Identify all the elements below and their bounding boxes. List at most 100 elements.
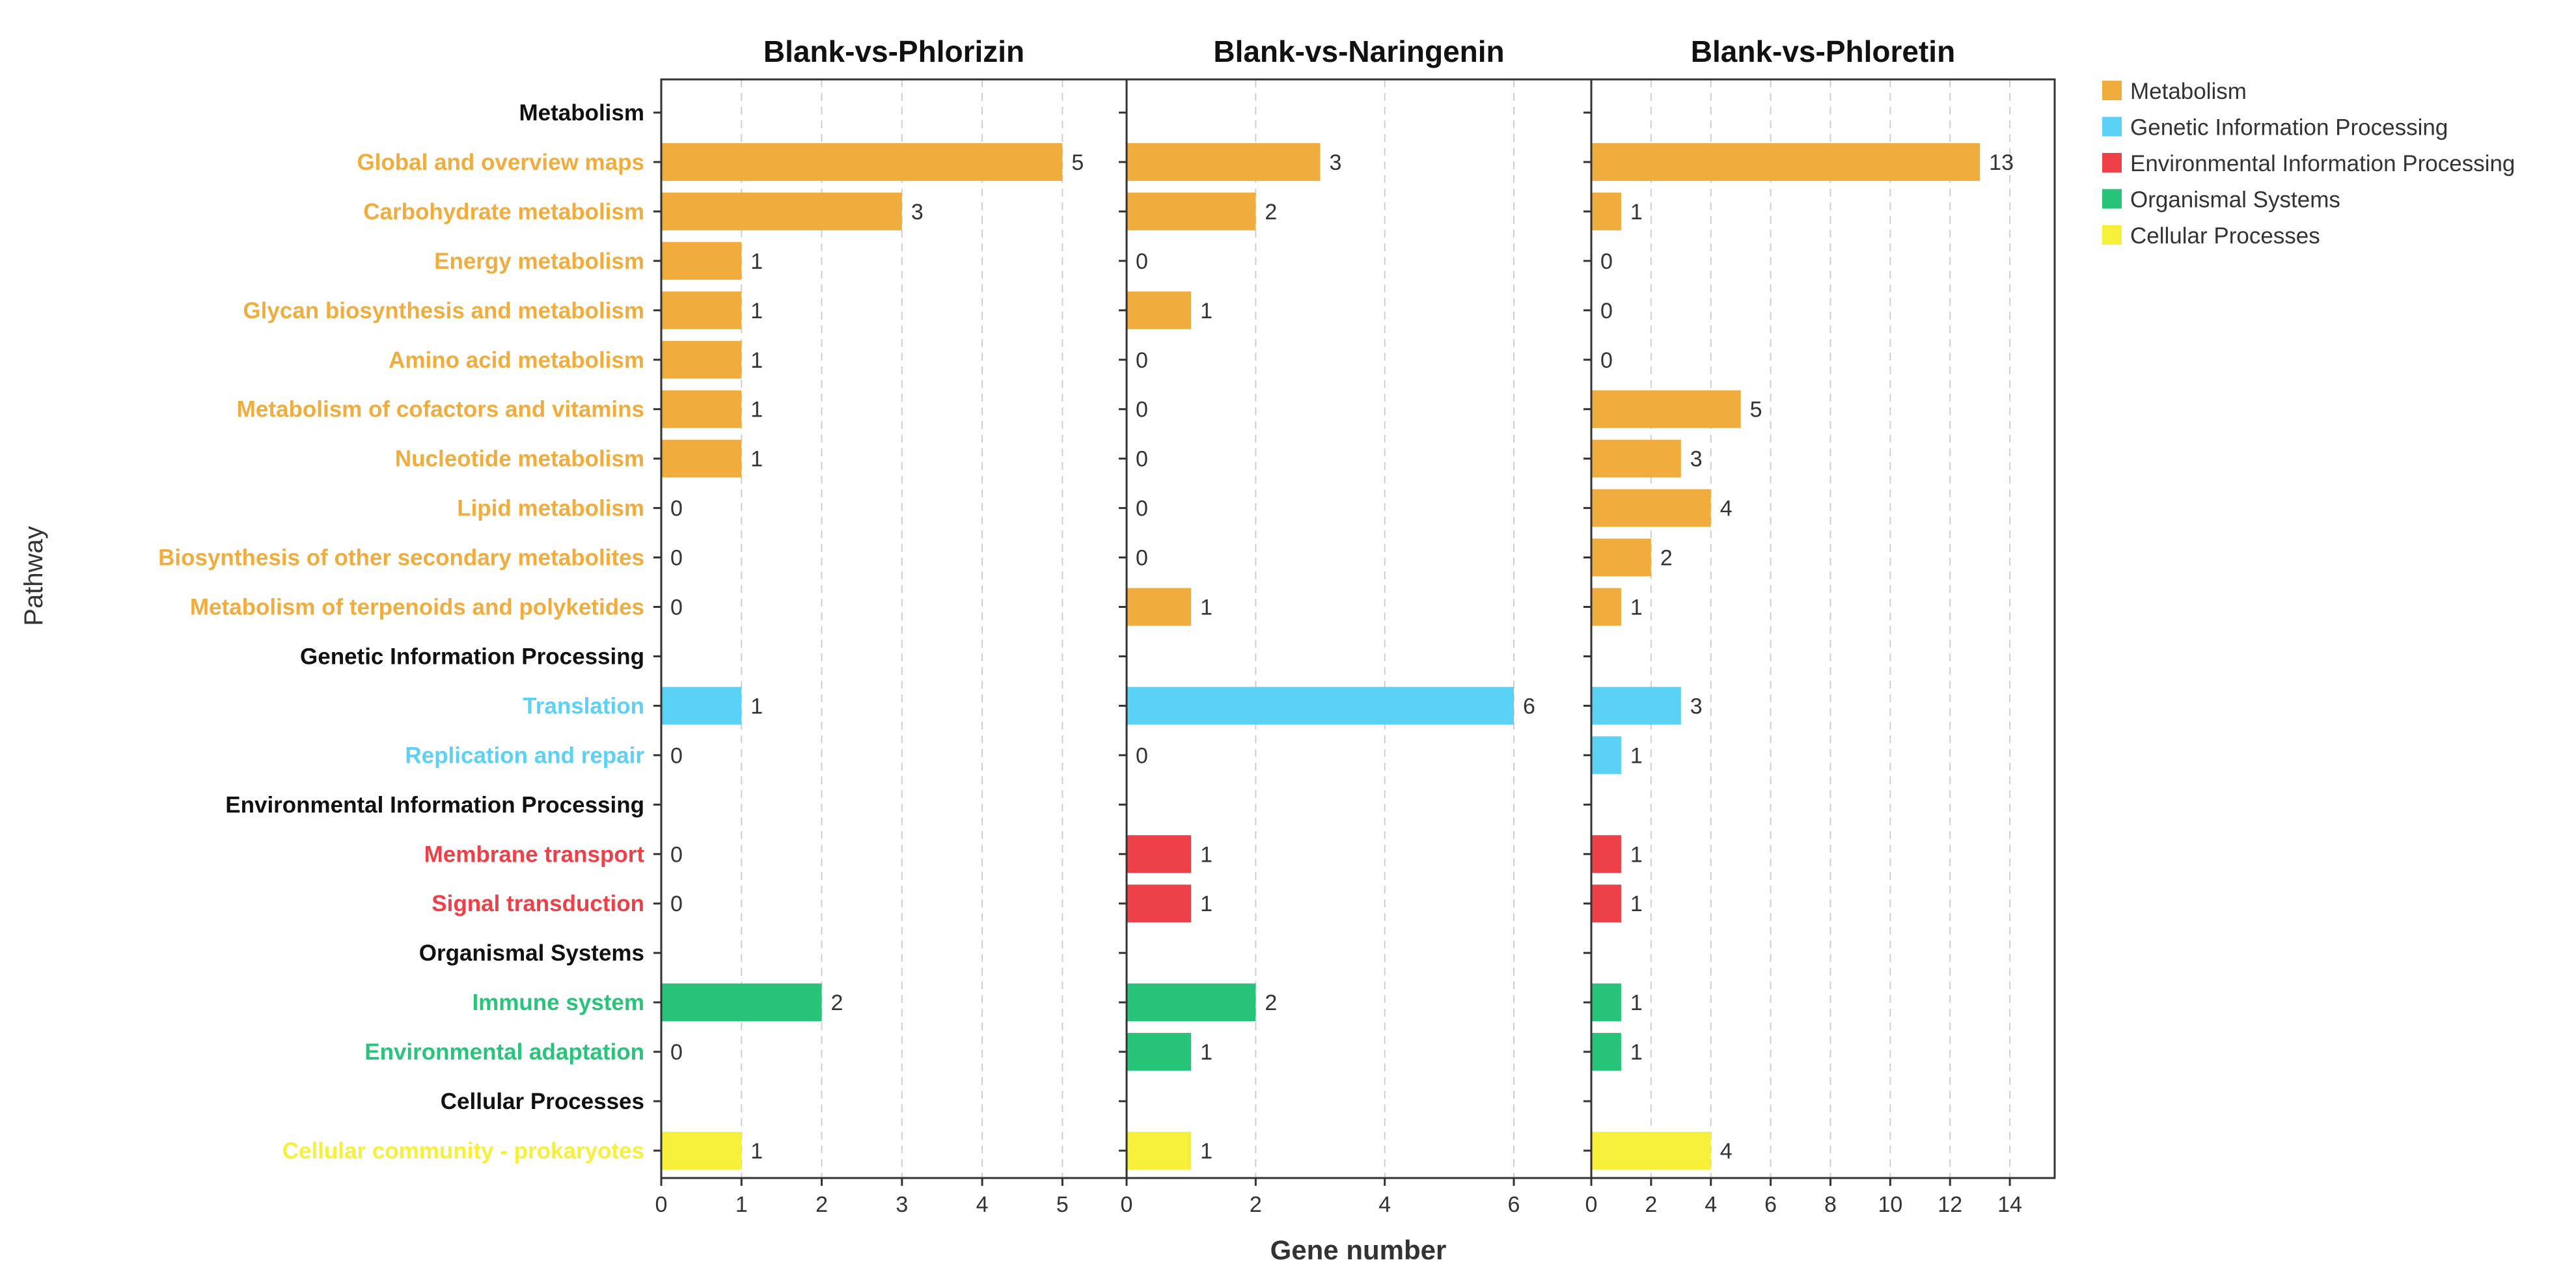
category-labels: Metabolism Global and overview maps Carboh… — [158, 100, 644, 1164]
value-label: 1 — [1200, 596, 1213, 620]
bar — [1127, 1131, 1192, 1170]
bar — [661, 241, 742, 280]
value-label: 0 — [1136, 497, 1148, 521]
category-label: Cellular community - prokaryotes — [282, 1138, 644, 1164]
panel-titles: Blank-vs-Phlorizin Blank-vs-Naringenin Bla… — [763, 34, 1955, 68]
category-label: Environmental adaptation — [364, 1039, 644, 1065]
category-group-label: Metabolism — [519, 100, 644, 126]
value-label: 0 — [670, 892, 683, 916]
value-label: 1 — [1200, 1139, 1213, 1164]
category-group-label: Cellular Processes — [441, 1089, 644, 1114]
bar — [1591, 983, 1621, 1022]
value-label: 2 — [831, 991, 843, 1015]
value-label: 1 — [750, 447, 763, 472]
x-tick-label: 0 — [1585, 1192, 1598, 1217]
value-label: 2 — [1265, 200, 1277, 225]
value-label: 1 — [1630, 596, 1643, 620]
value-label: 0 — [1136, 398, 1148, 422]
bar — [661, 340, 742, 379]
bar — [1591, 143, 1980, 181]
bar — [1127, 143, 1321, 181]
x-tick-label: 2 — [815, 1192, 828, 1217]
bar — [1591, 1033, 1621, 1071]
x-axis-ticks: 0 1 2 3 4 5 0 2 4 6 0 2 4 6 8 10 12 14 — [655, 1178, 2022, 1217]
bar — [1127, 291, 1192, 329]
value-label: 0 — [1136, 743, 1148, 768]
category-label: Translation — [523, 693, 644, 719]
value-label: 2 — [1265, 991, 1277, 1015]
value-label: 1 — [750, 398, 763, 422]
category-label: Carbohydrate metabolism — [363, 199, 644, 225]
bar — [661, 390, 742, 428]
x-tick-label: 2 — [1250, 1192, 1262, 1217]
value-labels: 5311111000100020132010000016011211131000… — [670, 150, 2014, 1164]
x-tick-label: 0 — [1121, 1192, 1133, 1217]
x-tick-label: 12 — [1938, 1192, 1962, 1217]
legend-label: Metabolism — [2130, 79, 2247, 104]
category-label: Metabolism of terpenoids and polyketides — [190, 595, 644, 620]
value-label: 1 — [1630, 743, 1643, 768]
bars-layer — [661, 143, 1980, 1170]
legend: Metabolism Genetic Information Processing… — [2102, 79, 2515, 249]
x-tick-label: 4 — [1378, 1192, 1391, 1217]
value-label: 0 — [1136, 249, 1148, 274]
bar — [1591, 687, 1681, 725]
bar — [661, 1131, 742, 1170]
bar — [1591, 192, 1621, 230]
bar — [661, 192, 902, 230]
x-tick-label: 4 — [1705, 1192, 1717, 1217]
value-label: 5 — [1071, 150, 1084, 175]
category-label: Nucleotide metabolism — [395, 446, 644, 472]
bar — [1591, 390, 1741, 428]
value-label: 4 — [1720, 1139, 1733, 1164]
value-label: 1 — [1630, 842, 1643, 867]
value-label: 1 — [750, 348, 763, 373]
value-label: 1 — [1630, 892, 1643, 916]
value-label: 1 — [1200, 299, 1213, 323]
value-label: 1 — [1630, 991, 1643, 1015]
value-label: 1 — [750, 1139, 763, 1164]
legend-label: Cellular Processes — [2130, 223, 2320, 249]
legend-swatch — [2102, 225, 2122, 245]
bar — [661, 291, 742, 329]
value-label: 0 — [670, 842, 683, 867]
value-label: 0 — [1600, 299, 1613, 323]
grid-lines — [741, 79, 2011, 1178]
legend-swatch — [2102, 153, 2122, 172]
legend-swatch — [2102, 116, 2122, 137]
bar — [1127, 687, 1514, 725]
value-label: 0 — [670, 743, 683, 768]
category-label: Replication and repair — [405, 743, 644, 768]
category-label: Amino acid metabolism — [389, 348, 644, 373]
x-tick-label: 3 — [896, 1192, 908, 1217]
category-label: Glycan biosynthesis and metabolism — [243, 298, 644, 323]
value-label: 6 — [1523, 694, 1535, 719]
legend-label: Genetic Information Processing — [2130, 115, 2448, 141]
category-label: Metabolism of cofactors and vitamins — [237, 397, 644, 422]
category-label: Energy metabolism — [434, 249, 644, 274]
category-group-label: Organismal Systems — [419, 940, 644, 966]
bar — [661, 983, 822, 1022]
value-label: 3 — [1330, 150, 1342, 175]
x-tick-label: 6 — [1764, 1192, 1777, 1217]
bar — [1127, 835, 1192, 873]
panel-title: Blank-vs-Phloretin — [1691, 34, 1955, 68]
value-label: 3 — [1690, 447, 1703, 472]
bar — [1127, 983, 1256, 1022]
value-label: 3 — [1690, 694, 1703, 719]
category-label: Membrane transport — [424, 842, 645, 867]
value-label: 1 — [1630, 1040, 1643, 1065]
category-label: Biosynthesis of other secondary metaboli… — [158, 545, 644, 571]
bar — [661, 143, 1063, 181]
x-tick-label: 0 — [655, 1192, 668, 1217]
legend-swatch — [2102, 81, 2122, 100]
value-label: 1 — [1200, 1040, 1213, 1065]
bar — [1127, 588, 1192, 626]
x-tick-label: 6 — [1508, 1192, 1520, 1217]
value-label: 0 — [670, 546, 683, 571]
category-label: Immune system — [472, 990, 644, 1015]
legend-label: Environmental Information Processing — [2130, 151, 2515, 176]
value-label: 0 — [670, 497, 683, 521]
bar — [661, 687, 742, 725]
x-tick-label: 10 — [1878, 1192, 1902, 1217]
